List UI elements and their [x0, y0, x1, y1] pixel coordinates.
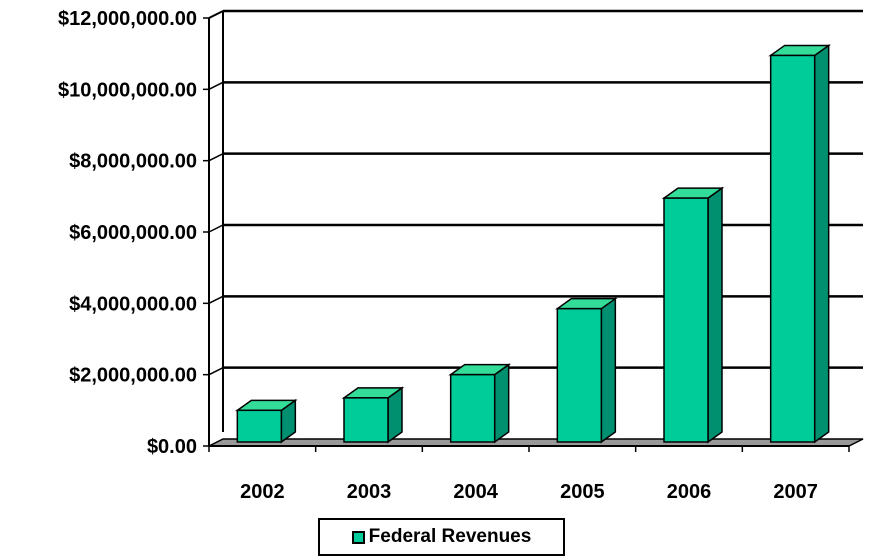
y-tick-label: $2,000,000.00: [69, 365, 197, 387]
bars: [234, 43, 832, 444]
legend: Federal Revenues: [318, 518, 565, 556]
y-tick-label: $12,000,000.00: [58, 8, 197, 30]
x-tick-label: 2007: [773, 481, 818, 503]
gridlines: [203, 9, 863, 447]
gridline-side: [208, 81, 224, 91]
bar-side: [707, 186, 723, 444]
legend-label-federal-revenues: Federal Revenues: [368, 526, 532, 547]
gridline-side: [208, 366, 224, 376]
bar-side: [600, 297, 617, 444]
x-tick-label: 2003: [347, 481, 392, 503]
legend-swatch: [351, 530, 365, 544]
x-tick-label: 2002: [240, 481, 285, 503]
y-tick-label: $0.00: [147, 436, 197, 458]
y-tick-label: $6,000,000.00: [69, 222, 197, 244]
gridline-side: [208, 295, 224, 305]
bar: [449, 373, 496, 443]
x-tick-label: 2004: [453, 481, 498, 503]
y-tick-label: $4,000,000.00: [69, 293, 197, 315]
gridline-side: [208, 10, 224, 19]
bar-side: [813, 43, 830, 444]
bar: [343, 397, 389, 443]
bar: [236, 409, 283, 443]
x-axis-tick-labels: 2002 2003 2004 2005 2006 2007: [208, 446, 850, 503]
x-tick-label: 2005: [560, 481, 605, 503]
y-tick-label: $10,000,000.00: [58, 79, 197, 101]
gridline-side: [208, 224, 224, 233]
y-axis-tick-labels: $0.00 $2,000,000.00 $4,000,000.00 $6,000,00…: [58, 8, 197, 458]
gridline-side: [208, 152, 224, 162]
bar-side: [493, 363, 510, 444]
bar: [769, 54, 816, 443]
chart-floor: [208, 438, 864, 447]
floor-plane: [208, 438, 864, 447]
y-tick-label: $8,000,000.00: [69, 151, 197, 173]
bar: [663, 197, 709, 443]
bar: [556, 307, 603, 443]
x-tick-label: 2006: [667, 481, 712, 503]
